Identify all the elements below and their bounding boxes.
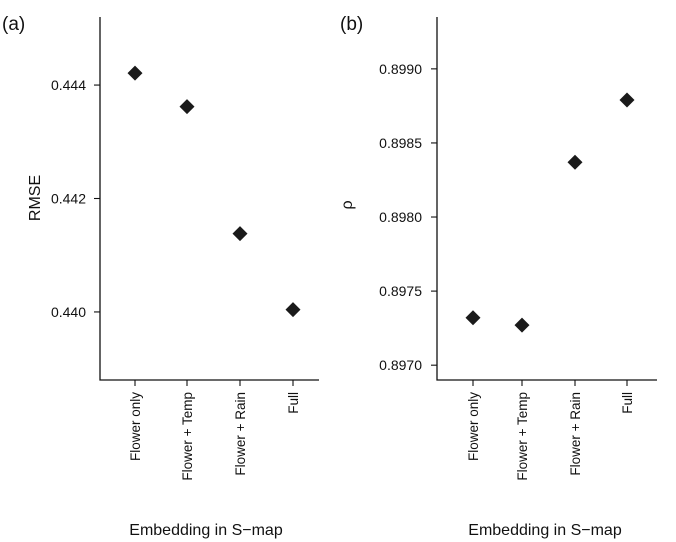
data-point xyxy=(514,317,530,333)
y-ticks: 0.8970 0.8975 0.8980 0.8985 0.8990 xyxy=(379,61,437,373)
x-tick-label: Full xyxy=(286,392,301,414)
y-ticks: 0.440 0.442 0.444 xyxy=(51,77,100,320)
y-tick-label: 0.444 xyxy=(51,77,86,93)
data-points xyxy=(127,65,301,318)
x-tick-label: Full xyxy=(620,392,635,414)
data-point xyxy=(465,310,481,326)
y-tick-label: 0.8980 xyxy=(379,209,422,225)
y-tick-label: 0.8975 xyxy=(379,283,422,299)
panel-a: (a) RMSE Embedding in S−map 0.4400.4420.… xyxy=(2,14,319,539)
data-point xyxy=(285,302,301,318)
data-point xyxy=(567,154,583,170)
x-tick-label: Flower only xyxy=(128,392,143,461)
panel-label: (b) xyxy=(340,14,363,35)
x-ticks: Flower only Flower + Temp Flower + Rain Ful… xyxy=(466,380,635,481)
y-tick-label: 0.8985 xyxy=(379,135,422,151)
data-points xyxy=(465,92,635,333)
x-tick-label: Flower + Temp xyxy=(180,392,195,481)
y-tick-label: 0.8990 xyxy=(379,61,422,77)
y-tick-label: 0.442 xyxy=(51,191,86,207)
axis-frame xyxy=(436,17,657,381)
x-tick-label: Flower only xyxy=(466,392,481,461)
y-tick-label: 0.8970 xyxy=(379,357,422,373)
y-tick-label: 0.440 xyxy=(51,304,86,320)
panel-label: (a) xyxy=(2,14,25,35)
y-axis-title: RMSE xyxy=(27,175,44,221)
y-axis-title: ρ xyxy=(339,200,356,209)
data-point xyxy=(232,226,248,242)
x-tick-label: Flower + Temp xyxy=(515,392,530,481)
axis-frame xyxy=(99,17,319,381)
data-point xyxy=(127,65,143,81)
data-point xyxy=(619,92,635,108)
x-axis-title: Embedding in S−map xyxy=(468,522,622,539)
x-tick-label: Flower + Rain xyxy=(233,392,248,476)
panel-b: (b) ρ Embedding in S−map 0.89700.89750.8… xyxy=(339,14,657,539)
x-tick-label: Flower + Rain xyxy=(568,392,583,476)
x-axis-title: Embedding in S−map xyxy=(129,522,283,539)
x-ticks: Flower only Flower + Temp Flower + Rain Ful… xyxy=(128,380,301,481)
data-point xyxy=(179,99,195,115)
